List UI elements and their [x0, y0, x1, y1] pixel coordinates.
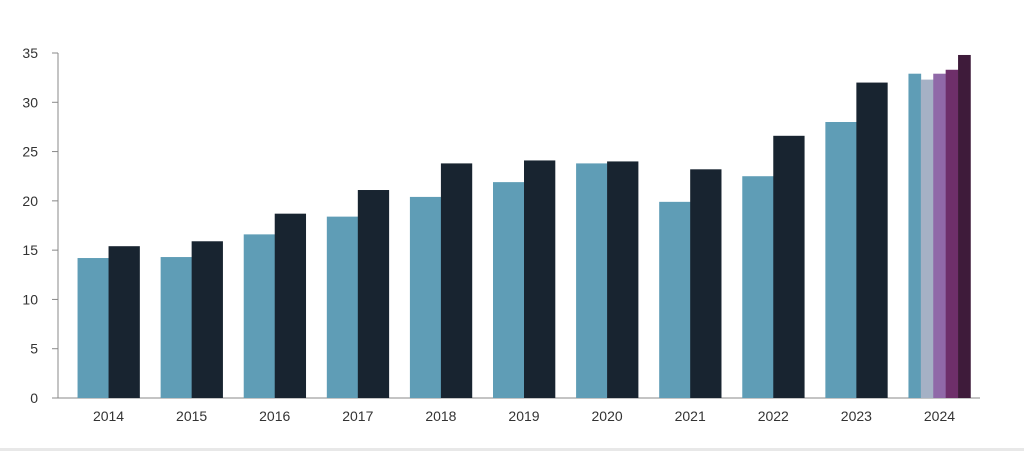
x-tick-label: 2023 [841, 408, 872, 424]
footer-divider [0, 448, 1024, 451]
bar [690, 169, 722, 398]
x-tick-label: 2021 [675, 408, 706, 424]
bar-2024-segment [908, 73, 922, 398]
y-tick-label: 35 [22, 45, 38, 61]
x-tick-label: 2016 [259, 408, 290, 424]
x-tick-label: 2014 [93, 408, 124, 424]
bar [357, 190, 390, 398]
x-tick-label: 2022 [758, 408, 789, 424]
y-axis: 0 5 10 15 20 25 30 35 [22, 45, 59, 406]
bar [243, 234, 276, 398]
bar [160, 257, 192, 398]
bar [440, 163, 473, 398]
x-axis: 2014 2015 2016 2017 2018 2019 2020 2021 2022 2023… [58, 397, 980, 424]
x-tick-label: 2020 [592, 408, 623, 424]
y-tick-label: 15 [22, 242, 38, 258]
x-tick-label: 2018 [425, 408, 456, 424]
y-tick-label: 5 [30, 341, 38, 357]
x-tick-label: 2015 [176, 408, 207, 424]
bar [326, 216, 359, 398]
bar [108, 246, 140, 398]
y-tick-label: 10 [22, 291, 38, 307]
x-tick-label: 2024 [924, 408, 955, 424]
bar [409, 196, 442, 398]
bar [825, 122, 857, 398]
bar-2024-segment [933, 73, 946, 398]
bar [493, 182, 525, 398]
bar [77, 258, 109, 398]
bar [742, 176, 774, 398]
y-tick-label: 25 [22, 144, 38, 160]
bar [576, 163, 608, 398]
bar-2024-segment [945, 69, 959, 398]
bar [856, 82, 888, 399]
bar [274, 213, 307, 398]
y-tick-label: 30 [22, 94, 38, 110]
y-tick-label: 20 [22, 193, 38, 209]
bar [659, 201, 691, 398]
bar-2024-segment [920, 79, 934, 398]
y-tick-label: 0 [30, 390, 38, 406]
bar [524, 160, 556, 398]
bar [607, 161, 639, 398]
bars [77, 54, 971, 399]
bar-2024-segment [958, 54, 971, 398]
bar [773, 135, 805, 399]
bar [191, 241, 223, 398]
x-tick-label: 2019 [508, 408, 539, 424]
x-tick-label: 2017 [342, 408, 373, 424]
